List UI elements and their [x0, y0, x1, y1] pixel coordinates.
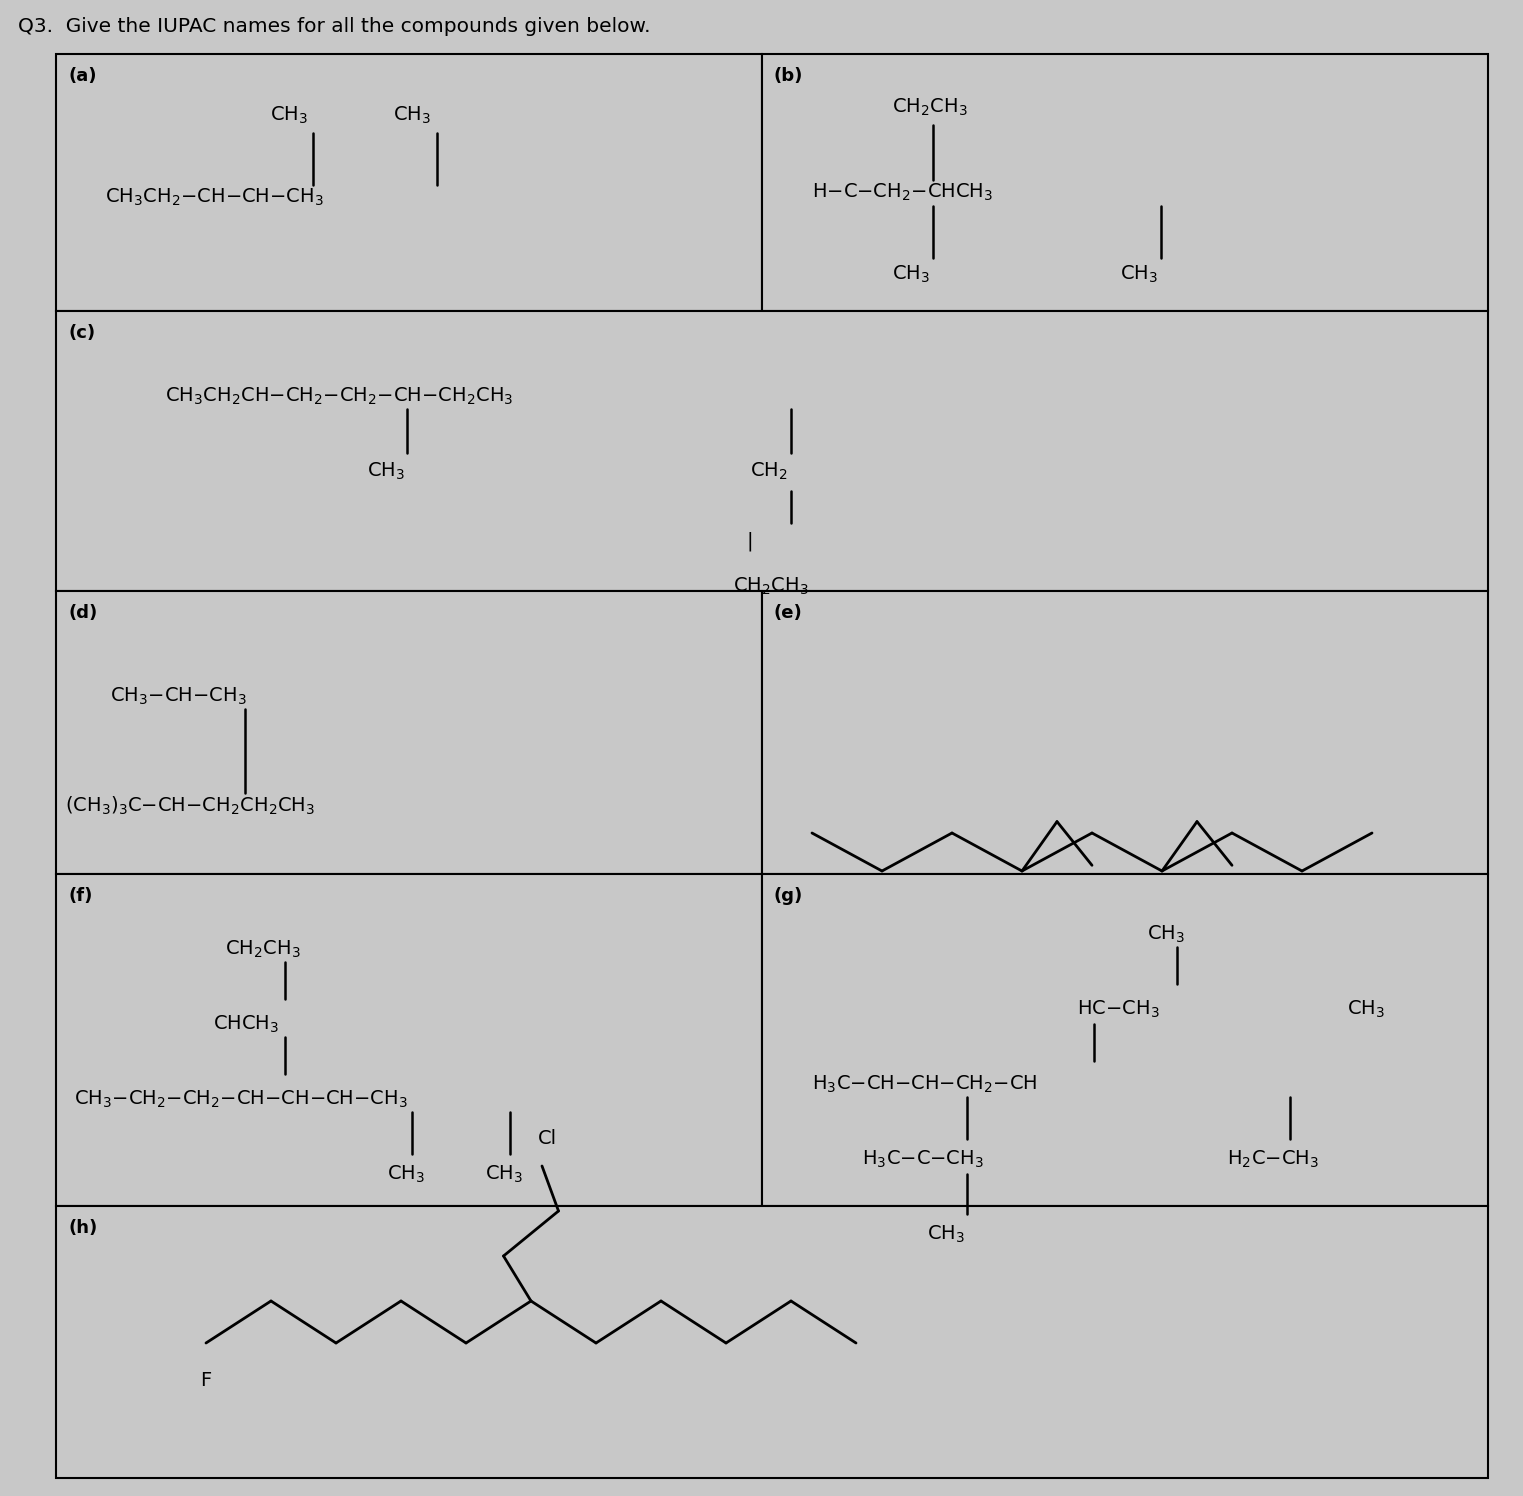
Text: CH$_3$: CH$_3$	[892, 263, 931, 286]
Text: CH$_3$: CH$_3$	[393, 105, 431, 126]
Text: CH$_3$: CH$_3$	[1119, 263, 1157, 286]
Text: H$_2$C$-$CH$_3$: H$_2$C$-$CH$_3$	[1228, 1149, 1319, 1170]
Text: CH$_2$CH$_3$: CH$_2$CH$_3$	[892, 97, 967, 118]
Text: (g): (g)	[774, 887, 803, 905]
Text: F: F	[201, 1370, 212, 1390]
Text: CH$_2$CH$_3$: CH$_2$CH$_3$	[733, 576, 809, 597]
Text: CH$_3$$-$CH$-$CH$_3$: CH$_3$$-$CH$-$CH$_3$	[110, 685, 247, 706]
Text: CH$_3$: CH$_3$	[1346, 998, 1384, 1020]
Text: CH$_3$CH$_2$CH$-$CH$_2$$-$CH$_2$$-$CH$-$CH$_2$CH$_3$: CH$_3$CH$_2$CH$-$CH$_2$$-$CH$_2$$-$CH$-$…	[164, 386, 513, 407]
FancyBboxPatch shape	[762, 54, 1488, 311]
FancyBboxPatch shape	[56, 311, 1488, 591]
Text: |: |	[746, 531, 754, 551]
Text: (f): (f)	[69, 887, 93, 905]
Text: H$-$C$-$CH$_2$$-$CHCH$_3$: H$-$C$-$CH$_2$$-$CHCH$_3$	[812, 183, 993, 203]
FancyBboxPatch shape	[762, 591, 1488, 874]
Text: (e): (e)	[774, 604, 803, 622]
Text: CH$_3$: CH$_3$	[367, 461, 405, 482]
Text: CH$_2$CH$_3$: CH$_2$CH$_3$	[225, 938, 300, 959]
Text: CH$_3$CH$_2$$-$CH$-$CH$-$CH$_3$: CH$_3$CH$_2$$-$CH$-$CH$-$CH$_3$	[105, 187, 324, 208]
Text: CH$_3$: CH$_3$	[928, 1224, 966, 1245]
Text: CHCH$_3$: CHCH$_3$	[213, 1013, 279, 1035]
Text: Cl: Cl	[538, 1129, 556, 1147]
Text: (d): (d)	[69, 604, 97, 622]
Text: HC$-$CH$_3$: HC$-$CH$_3$	[1077, 998, 1159, 1020]
Text: (b): (b)	[774, 67, 803, 85]
FancyBboxPatch shape	[56, 874, 762, 1206]
Text: (c): (c)	[69, 325, 94, 343]
FancyBboxPatch shape	[56, 54, 762, 311]
Text: CH$_3$: CH$_3$	[270, 105, 308, 126]
Text: CH$_3$: CH$_3$	[484, 1164, 522, 1185]
Text: CH$_3$$-$CH$_2$$-$CH$_2$$-$CH$-$CH$-$CH$-$CH$_3$: CH$_3$$-$CH$_2$$-$CH$_2$$-$CH$-$CH$-$CH$…	[75, 1089, 408, 1110]
Text: (h): (h)	[69, 1219, 97, 1237]
Text: H$_3$C$-$CH$-$CH$-$CH$_2$$-$CH: H$_3$C$-$CH$-$CH$-$CH$_2$$-$CH	[812, 1073, 1037, 1095]
Text: CH$_3$: CH$_3$	[387, 1164, 425, 1185]
FancyBboxPatch shape	[56, 1206, 1488, 1478]
Text: Q3.  Give the IUPAC names for all the compounds given below.: Q3. Give the IUPAC names for all the com…	[18, 16, 650, 36]
Text: CH$_2$: CH$_2$	[749, 461, 787, 482]
Text: (CH$_3$)$_3$C$-$CH$-$CH$_2$CH$_2$CH$_3$: (CH$_3$)$_3$C$-$CH$-$CH$_2$CH$_2$CH$_3$	[65, 794, 315, 817]
Text: CH$_3$: CH$_3$	[1147, 923, 1185, 944]
FancyBboxPatch shape	[56, 591, 762, 874]
Text: (a): (a)	[69, 67, 96, 85]
Text: H$_3$C$-$C$-$CH$_3$: H$_3$C$-$C$-$CH$_3$	[862, 1149, 984, 1170]
FancyBboxPatch shape	[762, 874, 1488, 1206]
